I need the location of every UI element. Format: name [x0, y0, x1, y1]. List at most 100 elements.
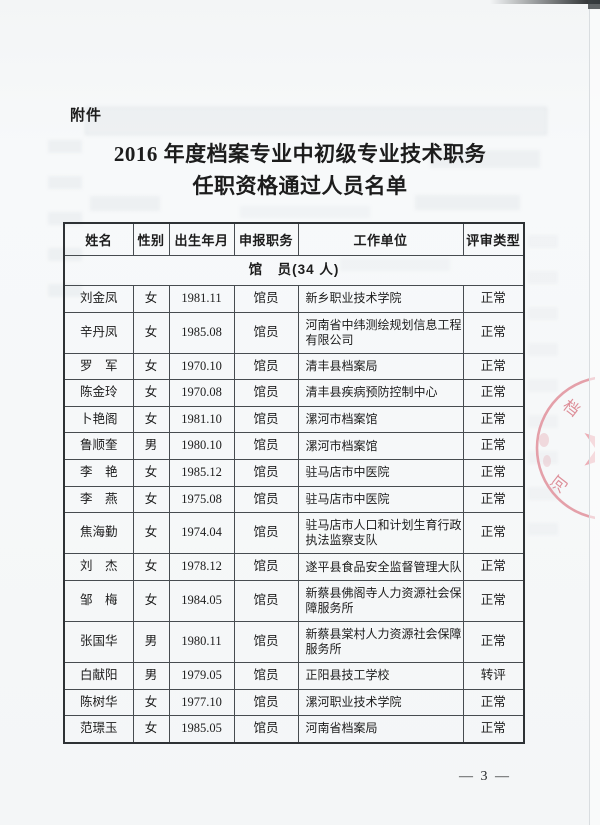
- table-cell: 漯河市档案馆: [297, 432, 464, 460]
- table-row: 陈树华女 1977.10 馆员 漯河职业技术学院 正常: [63, 688, 525, 717]
- table-cell: 河南省中纬测绘规划信息工程有限公司: [297, 311, 464, 354]
- table-cell: 1985.12: [168, 459, 235, 487]
- table-cell: 1970.10: [168, 352, 235, 381]
- table-cell: 新蔡县棠村人力资源社会保障服务所: [297, 620, 464, 663]
- table-cell: 正常: [462, 688, 525, 717]
- table-cell: 正常: [462, 485, 525, 514]
- table-cell: 女: [132, 579, 170, 622]
- section-header-row: 馆 员(34 人): [63, 255, 525, 286]
- table-cell: 1978.12: [168, 553, 235, 581]
- column-header: 性别: [132, 222, 170, 256]
- table-cell: 馆员: [233, 432, 299, 460]
- table-cell: 1979.05: [168, 661, 235, 690]
- table-row: 刘 杰女 1978.12 馆员 遂平县食品安全监督管理大队 正常: [63, 553, 525, 581]
- table-cell: 正常: [462, 284, 525, 313]
- table-cell: 转评: [462, 661, 525, 690]
- table-cell: 馆员: [233, 579, 299, 622]
- table-cell: 漯河职业技术学院: [297, 688, 464, 717]
- table-cell: 馆员: [233, 661, 299, 690]
- paper-edge-strip: [590, 0, 600, 825]
- table-row: 鲁顺奎男 1980.10 馆员 漯河市档案馆 正常: [63, 432, 525, 460]
- table-cell: 馆员: [233, 352, 299, 381]
- table-cell: 正常: [462, 715, 525, 744]
- table-row: 辛丹凤女 1985.08 馆员 河南省中纬测绘规划信息工程有限公司 正常: [63, 311, 525, 354]
- seal-char-top: 档: [559, 396, 583, 420]
- bleed-through-ghost: [85, 107, 547, 135]
- table-cell: 正常: [462, 459, 525, 487]
- table-cell: 白献阳: [63, 661, 134, 690]
- table-cell: 1985.05: [168, 715, 235, 744]
- table-cell: 女: [132, 553, 170, 581]
- table-cell: 邹 梅: [63, 579, 134, 622]
- table-cell: 馆员: [233, 459, 299, 487]
- table-row: 李 燕女 1975.08 馆员 驻马店市中医院 正常: [63, 485, 525, 514]
- table-cell: 1975.08: [168, 485, 235, 514]
- table-cell: 男: [132, 620, 170, 663]
- table-cell: 正常: [462, 620, 525, 663]
- table-cell: 馆员: [233, 553, 299, 581]
- table-row: 范璟玉女 1985.05 馆员 河南省档案局 正常: [63, 715, 525, 744]
- table-cell: 女: [132, 512, 170, 555]
- table-cell: 陈树华: [63, 688, 134, 717]
- table-cell: 驻马店市人口和计划生育行政执法监察支队: [297, 512, 464, 555]
- table-cell: 李 艳: [63, 459, 134, 487]
- table-cell: 驻马店市中医院: [297, 459, 464, 487]
- table-cell: 女: [132, 311, 170, 354]
- scan-corner-mark: [588, 0, 600, 9]
- table-row: 张国华男 1980.11 馆员 新蔡县棠村人力资源社会保障服务所 正常: [63, 620, 525, 663]
- table-cell: 馆员: [233, 485, 299, 514]
- table-cell: 女: [132, 284, 170, 313]
- table-row: 陈金玲女 1970.08 馆员 清丰县疾病预防控制中心 正常: [63, 379, 525, 407]
- table-cell: 卜艳阁: [63, 405, 134, 434]
- table-cell: 范璟玉: [63, 715, 134, 744]
- roster-table: 姓名 性别 出生年月 申报职务 工作单位 评审类型 馆 员(34 人) 刘金凤女 1981.…: [63, 222, 525, 744]
- table-cell: 1985.08: [168, 311, 235, 354]
- table-cell: 张国华: [63, 620, 134, 663]
- table-cell: 馆员: [233, 405, 299, 434]
- table-header-row: 姓名 性别 出生年月 申报职务 工作单位 评审类型: [63, 222, 525, 256]
- table-row: 焦海勤女 1974.04 馆员 驻马店市人口和计划生育行政执法监察支队 正常: [63, 512, 525, 555]
- table-cell: 驻马店市中医院: [297, 485, 464, 514]
- table-cell: 男: [132, 661, 170, 690]
- table-cell: 正常: [462, 311, 525, 354]
- table-row: 卜艳阁女 1981.10 馆员 漯河市档案馆 正常: [63, 405, 525, 434]
- document-title: 2016 年度档案专业中初级专业技术职务 任职资格通过人员名单: [0, 138, 600, 202]
- column-header: 评审类型: [462, 222, 525, 256]
- table-row: 罗 军女 1970.10 馆员 清丰县档案局 正常: [63, 352, 525, 381]
- table-cell: 正常: [462, 512, 525, 555]
- table-cell: 1980.10: [168, 432, 235, 460]
- table-cell: 正常: [462, 352, 525, 381]
- table-cell: 陈金玲: [63, 379, 134, 407]
- table-cell: 1981.11: [168, 284, 235, 313]
- table-cell: 焦海勤: [63, 512, 134, 555]
- page-number: — 3 —: [459, 769, 511, 784]
- column-header: 申报职务: [233, 222, 299, 256]
- table-cell: 罗 军: [63, 352, 134, 381]
- table-cell: 清丰县疾病预防控制中心: [297, 379, 464, 407]
- table-cell: 正常: [462, 579, 525, 622]
- scan-edge-shadow: [490, 0, 600, 4]
- table-cell: 刘金凤: [63, 284, 134, 313]
- table-row: 刘金凤女 1981.11 馆员 新乡职业技术学院 正常: [63, 284, 525, 313]
- table-cell: 男: [132, 432, 170, 460]
- table-cell: 1977.10: [168, 688, 235, 717]
- table-cell: 河南省档案局: [297, 715, 464, 744]
- column-header: 工作单位: [297, 222, 464, 256]
- table-row: 邹 梅女 1984.05 馆员 新蔡县佛阁寺人力资源社会保障服务所 正常: [63, 579, 525, 622]
- attachment-label: 附件: [70, 107, 103, 124]
- table-cell: 正常: [462, 553, 525, 581]
- seal-ink-smudge: [539, 433, 549, 447]
- table-cell: 馆员: [233, 620, 299, 663]
- table-cell: 女: [132, 715, 170, 744]
- table-cell: 新乡职业技术学院: [297, 284, 464, 313]
- table-row: 李 艳女 1985.12 馆员 驻马店市中医院 正常: [63, 459, 525, 487]
- table-cell: 1970.08: [168, 379, 235, 407]
- section-header: 馆 员(34 人): [63, 255, 525, 286]
- table-cell: 辛丹凤: [63, 311, 134, 354]
- table-cell: 女: [132, 459, 170, 487]
- table-cell: 1980.11: [168, 620, 235, 663]
- table-cell: 刘 杰: [63, 553, 134, 581]
- table-cell: 清丰县档案局: [297, 352, 464, 381]
- table-row: 白献阳男 1979.05 馆员 正阳县技工学校 转评: [63, 661, 525, 690]
